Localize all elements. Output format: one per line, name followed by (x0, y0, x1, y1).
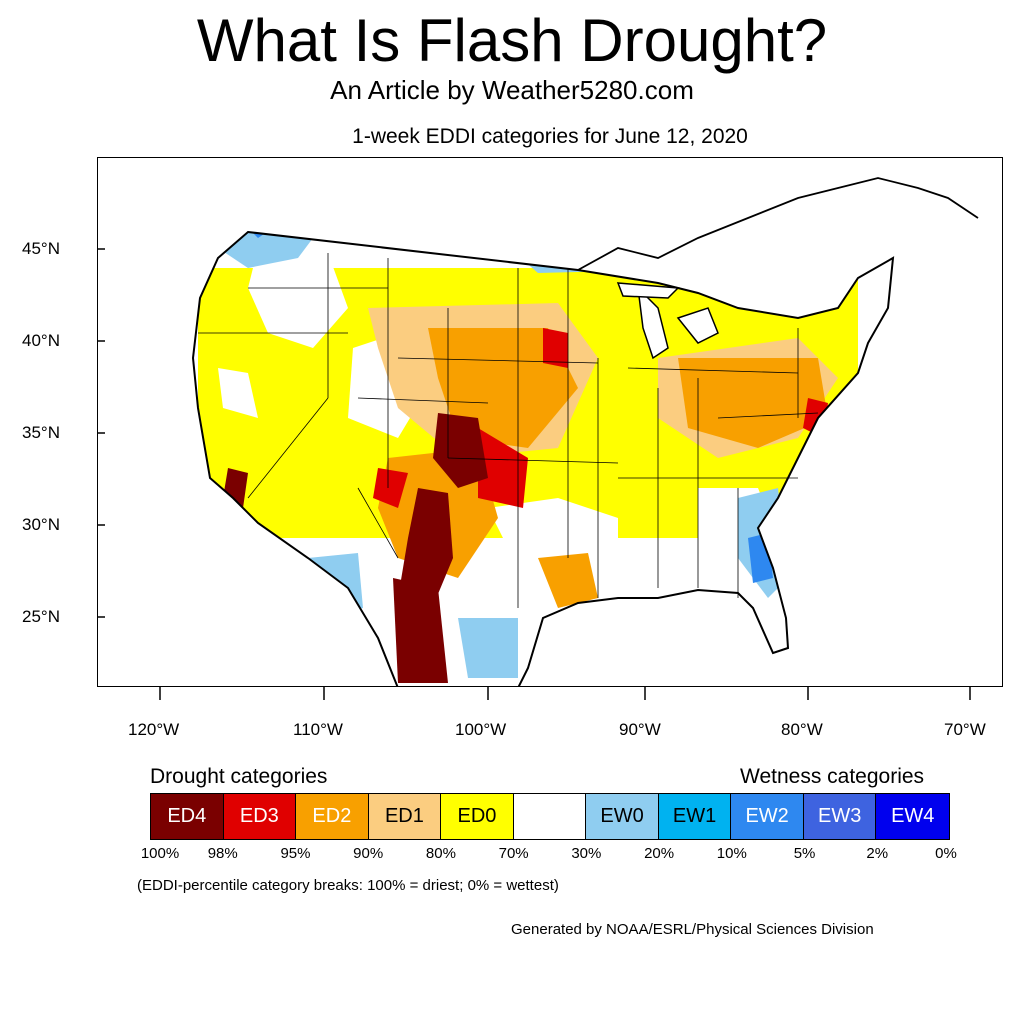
lon-label-70: 70°W (944, 720, 986, 739)
lat-label-30: 30°N (22, 515, 60, 534)
neutral-region-california (218, 368, 258, 418)
legend-cell-ew2: EW2 (731, 794, 804, 839)
legend-break-label: 95% (280, 845, 311, 862)
legend-break-label: 80% (425, 845, 456, 862)
ew0-region-northwest (218, 232, 328, 268)
ew0-region-mexico-gulf (458, 618, 518, 678)
legend-break-label: 2% (866, 845, 889, 862)
lat-label-40: 40°N (22, 331, 60, 350)
lake-huron (676, 307, 719, 344)
legend-cell-ew4: EW4 (876, 794, 950, 839)
legend-cell-ed0: ED0 (441, 794, 514, 839)
credit-line: Generated by NOAA/ESRL/Physical Sciences… (511, 921, 874, 938)
ed3-region-northern-plains (543, 328, 568, 368)
legend-break-label: 20% (644, 845, 675, 862)
legend-break-label: 98% (207, 845, 238, 862)
ed2-region-northeast (678, 358, 828, 448)
eddi-map-canvas (191, 177, 979, 686)
legend-cell-ew1: EW1 (658, 794, 732, 839)
ed2-region-texas-coast (538, 553, 598, 608)
ed3-region-southern-plains (478, 428, 528, 508)
drought-categories-heading: Drought categories (150, 765, 328, 788)
legend-cell-ew3: EW3 (803, 794, 877, 839)
article-subtitle: An Article by Weather5280.com (330, 75, 694, 105)
map-title: 1-week EDDI categories for June 12, 2020 (352, 125, 748, 148)
legend-color-bar: ED4 ED3 ED2 ED1 ED0 EW0 EW1 EW2 EW3 EW4 (150, 793, 950, 840)
lon-label-80: 80°W (781, 720, 823, 739)
legend-break-label: 90% (353, 845, 384, 862)
legend-cell-ed1: ED1 (368, 794, 442, 839)
legend-break-label: 30% (571, 845, 602, 862)
canada-coastline (577, 177, 979, 271)
lake-michigan (636, 285, 669, 360)
lat-label-35: 35°N (22, 423, 60, 442)
eddi-map (97, 157, 1003, 687)
lon-label-90: 90°W (619, 720, 661, 739)
lat-label-45: 45°N (22, 239, 60, 258)
wetness-categories-heading: Wetness categories (740, 765, 925, 788)
state-boundaries (198, 253, 819, 608)
lon-label-120: 120°W (128, 720, 180, 739)
us-outline (191, 230, 895, 686)
legend-note: (EDDI-percentile category breaks: 100% =… (137, 877, 559, 894)
lake-superior (616, 282, 680, 299)
legend-cell-ed3: ED3 (223, 794, 297, 839)
article-title: What Is Flash Drought? (196, 7, 828, 74)
legend-cell-ew0: EW0 (586, 794, 659, 839)
legend-break-label: 0% (935, 845, 957, 862)
legend-cell-ed2: ED2 (296, 794, 369, 839)
ed4-region-west-texas (393, 578, 448, 683)
legend-cell-neutral (513, 794, 587, 839)
legend-break-label: 70% (498, 845, 529, 862)
ed3-region-arizona (373, 468, 408, 508)
legend-break-label: 10% (716, 845, 747, 862)
legend-cell-ed4: ED4 (151, 794, 224, 839)
legend-break-label: 5% (793, 845, 816, 862)
lon-label-110: 110°W (293, 720, 343, 739)
lon-label-100: 100°W (455, 720, 507, 739)
lat-label-25: 25°N (22, 607, 60, 626)
ed4-region-colorado-new-mexico (433, 413, 488, 488)
legend-break-label: 100% (140, 845, 180, 862)
neutral-region-northwest (248, 248, 348, 348)
